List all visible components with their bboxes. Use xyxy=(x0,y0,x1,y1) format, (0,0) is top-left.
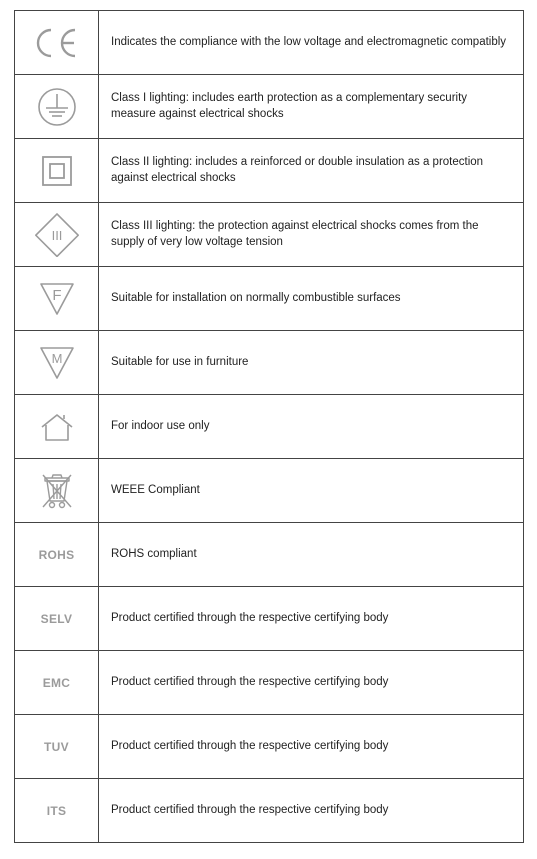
row-desc: Class II lighting: includes a reinforced… xyxy=(99,139,524,203)
f-triangle-icon: F xyxy=(15,267,99,331)
table-row: ROHS ROHS compliant xyxy=(15,523,524,587)
table-row: III Class III lighting: the protection a… xyxy=(15,203,524,267)
compliance-table: Indicates the compliance with the low vo… xyxy=(14,10,524,843)
svg-text:III: III xyxy=(51,228,62,243)
svg-text:F: F xyxy=(52,287,61,304)
emc-label: EMC xyxy=(15,651,99,715)
svg-text:M: M xyxy=(51,351,62,366)
row-desc: Product certified through the respective… xyxy=(99,715,524,779)
tuv-label: TUV xyxy=(15,715,99,779)
table-row: For indoor use only xyxy=(15,395,524,459)
table-row: F Suitable for installation on normally … xyxy=(15,267,524,331)
row-desc: Class III lighting: the protection again… xyxy=(99,203,524,267)
table-row: Class II lighting: includes a reinforced… xyxy=(15,139,524,203)
class3-icon: III xyxy=(15,203,99,267)
house-icon xyxy=(15,395,99,459)
row-desc: For indoor use only xyxy=(99,395,524,459)
ce-icon xyxy=(15,11,99,75)
class1-icon xyxy=(15,75,99,139)
table-row: ITS Product certified through the respec… xyxy=(15,779,524,843)
rohs-label: ROHS xyxy=(15,523,99,587)
table-row: Class I lighting: includes earth protect… xyxy=(15,75,524,139)
table-row: Indicates the compliance with the low vo… xyxy=(15,11,524,75)
row-desc: Indicates the compliance with the low vo… xyxy=(99,11,524,75)
row-desc: ROHS compliant xyxy=(99,523,524,587)
row-desc: Product certified through the respective… xyxy=(99,779,524,843)
row-desc: WEEE Compliant xyxy=(99,459,524,523)
row-desc: Product certified through the respective… xyxy=(99,587,524,651)
table-row: SELV Product certified through the respe… xyxy=(15,587,524,651)
weee-icon xyxy=(15,459,99,523)
m-triangle-icon: M xyxy=(15,331,99,395)
selv-label: SELV xyxy=(15,587,99,651)
class2-icon xyxy=(15,139,99,203)
table-row: M Suitable for use in furniture xyxy=(15,331,524,395)
table-row: EMC Product certified through the respec… xyxy=(15,651,524,715)
table-row: TUV Product certified through the respec… xyxy=(15,715,524,779)
its-label: ITS xyxy=(15,779,99,843)
row-desc: Product certified through the respective… xyxy=(99,651,524,715)
row-desc: Suitable for installation on normally co… xyxy=(99,267,524,331)
row-desc: Suitable for use in furniture xyxy=(99,331,524,395)
row-desc: Class I lighting: includes earth protect… xyxy=(99,75,524,139)
table-row: WEEE Compliant xyxy=(15,459,524,523)
